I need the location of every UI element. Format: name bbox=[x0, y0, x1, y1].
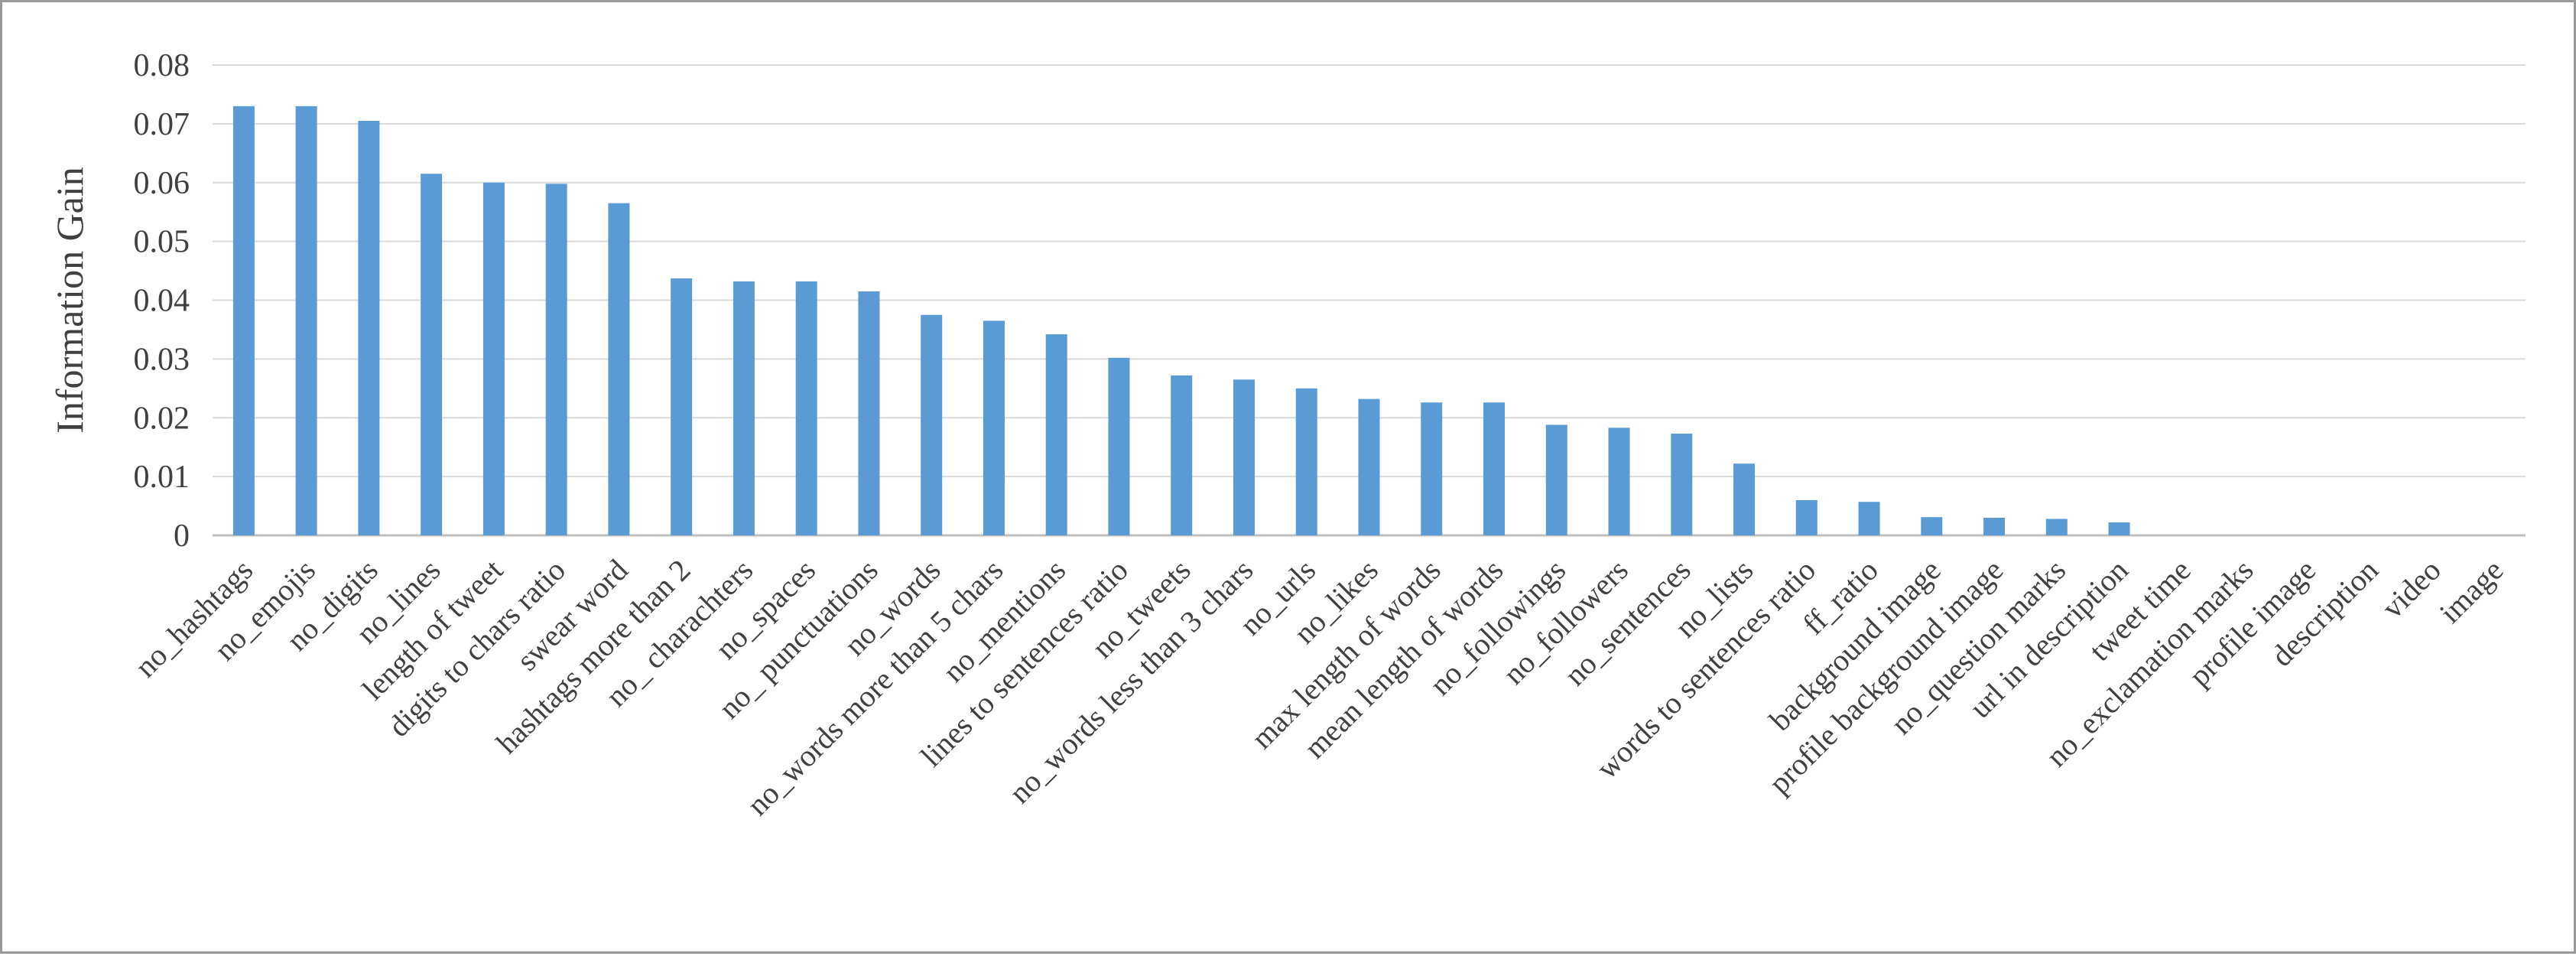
bar bbox=[983, 320, 1005, 535]
y-tick-label: 0.01 bbox=[134, 460, 190, 495]
bar bbox=[2045, 519, 2068, 535]
bar bbox=[1421, 402, 1443, 535]
x-category-labels: no_hashtagsno_emojisno_digitsno_lineslen… bbox=[128, 553, 2510, 822]
bar bbox=[671, 278, 693, 535]
bar bbox=[1108, 357, 1130, 535]
bar bbox=[1233, 379, 1255, 535]
bar bbox=[795, 281, 817, 535]
bar bbox=[921, 314, 943, 535]
bars bbox=[232, 106, 2130, 535]
bar bbox=[2108, 522, 2130, 535]
bar bbox=[608, 203, 630, 535]
bar bbox=[1358, 398, 1380, 535]
bar bbox=[1171, 375, 1193, 535]
x-category-label: image bbox=[2433, 553, 2510, 630]
bar bbox=[733, 281, 755, 535]
y-axis-title: Information Gain bbox=[48, 167, 91, 434]
y-tick-label: 0.02 bbox=[134, 401, 190, 436]
bar bbox=[1483, 402, 1506, 535]
bar bbox=[1671, 434, 1693, 535]
bar bbox=[545, 184, 567, 535]
bar bbox=[1983, 517, 2006, 535]
y-tick-label: 0.05 bbox=[134, 225, 190, 260]
y-tick-label: 0.08 bbox=[134, 48, 190, 83]
bar bbox=[1045, 334, 1067, 535]
bar bbox=[1733, 463, 1756, 535]
bar bbox=[1608, 428, 1630, 535]
bar bbox=[1295, 388, 1317, 535]
bar bbox=[295, 106, 317, 535]
bar bbox=[232, 106, 255, 535]
bar bbox=[482, 182, 505, 535]
y-tick-label: 0.07 bbox=[134, 107, 190, 142]
bar bbox=[1858, 502, 1880, 535]
y-tick-labels: 0 0.01 0.02 0.03 0.04 0.05 0.06 0.07 0.08 bbox=[134, 48, 190, 554]
bar bbox=[358, 121, 380, 535]
bar bbox=[421, 174, 443, 535]
y-tick-label: 0.03 bbox=[134, 342, 190, 377]
bar bbox=[1795, 499, 1817, 535]
x-category-label: video bbox=[2375, 553, 2448, 626]
bar bbox=[1545, 424, 1567, 535]
bar bbox=[858, 291, 880, 535]
bar bbox=[1921, 517, 1943, 535]
gridlines bbox=[213, 64, 2526, 537]
y-tick-label: 0.06 bbox=[134, 166, 190, 201]
y-tick-label: 0.04 bbox=[134, 284, 190, 319]
y-tick-label: 0 bbox=[174, 519, 190, 554]
